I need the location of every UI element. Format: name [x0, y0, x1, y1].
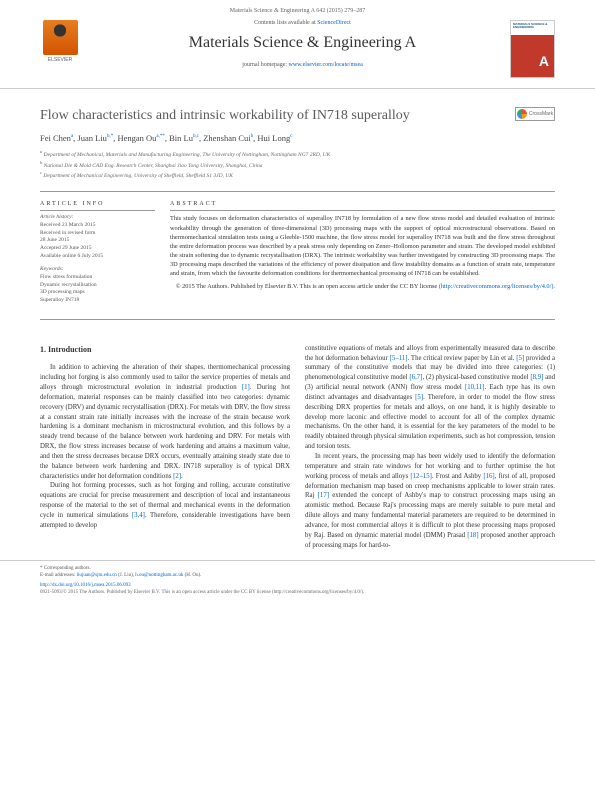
corr-label: * Corresponding authors.	[40, 565, 555, 572]
section-number: 1.	[40, 345, 46, 354]
journal-name: Materials Science & Engineering A	[95, 34, 510, 52]
body-columns: 1. Introduction In addition to achieving…	[0, 344, 595, 551]
ref-link[interactable]: [8,9]	[530, 374, 543, 381]
ref-link[interactable]: [3,4]	[132, 512, 145, 519]
ref-link[interactable]: [5]	[415, 394, 423, 401]
history-line: Accepted 29 June 2015	[40, 245, 155, 253]
keyword: Superalloy IN718	[40, 297, 155, 305]
history-block: Article history: Received 23 March 2015R…	[40, 214, 155, 260]
keyword: Flow stress formulation	[40, 274, 155, 282]
publisher-name: ELSEVIER	[48, 57, 72, 63]
ref-link[interactable]: [6,7]	[409, 374, 422, 381]
body-para: In addition to achieving the alteration …	[40, 363, 290, 481]
ref-link[interactable]: [10,11]	[465, 384, 485, 391]
column-left: 1. Introduction In addition to achieving…	[40, 344, 290, 551]
email-label: E-mail addresses:	[40, 573, 77, 578]
page-footer: * Corresponding authors. E-mail addresse…	[0, 560, 595, 606]
history-line: 28 June 2015	[40, 237, 155, 245]
crossmark-badge[interactable]: CrossMark	[515, 107, 555, 121]
contents-line: Contents lists available at ScienceDirec…	[95, 20, 510, 26]
homepage-prefix: journal homepage:	[242, 62, 288, 68]
article-info: ARTICLE INFO Article history: Received 2…	[40, 200, 155, 311]
article-title: Flow characteristics and intrinsic worka…	[40, 107, 555, 125]
affiliations: a Department of Mechanical, Materials an…	[40, 149, 555, 181]
ref-link[interactable]: [12–15]	[410, 473, 432, 480]
elsevier-logo: ELSEVIER	[40, 20, 80, 65]
email-who: (J. Liu),	[117, 573, 135, 578]
abstract-heading: ABSTRACT	[170, 200, 555, 212]
ref-link[interactable]: [16]	[483, 473, 494, 480]
keywords-title: Keywords:	[40, 266, 155, 274]
email-who: (H. Ou).	[183, 573, 201, 578]
keyword: 3D processing maps	[40, 289, 155, 297]
history-title: Article history:	[40, 214, 155, 222]
author-list: Fei Chena, Juan Liub,*, Hengan Oua,**, B…	[40, 133, 555, 143]
email-link[interactable]: h.ou@nottingham.ac.uk	[135, 573, 183, 578]
info-abstract-block: ARTICLE INFO Article history: Received 2…	[40, 191, 555, 320]
ref-link[interactable]: [1]	[242, 384, 250, 391]
section-heading: 1. Introduction	[40, 344, 290, 356]
body-para: constitutive equations of metals and all…	[305, 344, 555, 452]
copyright-line: http://dx.doi.org/10.1016/j.msea.2015.06…	[40, 583, 555, 596]
email-link[interactable]: liujuan@sjtu.edu.cn	[77, 573, 117, 578]
ref-link[interactable]: [2]	[173, 473, 181, 480]
ref-link[interactable]: [5]	[516, 355, 524, 362]
history-line: Received 23 March 2015	[40, 222, 155, 230]
history-line: Received in revised form	[40, 230, 155, 238]
column-right: constitutive equations of metals and all…	[305, 344, 555, 551]
page-meta: Materials Science & Engineering A 642 (2…	[0, 8, 595, 14]
sciencedirect-link[interactable]: ScienceDirect	[317, 20, 351, 26]
abstract: ABSTRACT This study focuses on deformati…	[170, 200, 555, 311]
elsevier-tree-icon	[43, 20, 78, 55]
license-link[interactable]: (http://creativecommons.org/licenses/by/…	[439, 283, 555, 290]
body-para: In recent years, the processing map has …	[305, 452, 555, 550]
section-title: Introduction	[48, 345, 91, 354]
copyright-text: 0921-5093/© 2015 The Authors. Published …	[40, 590, 555, 597]
journal-cover-thumb	[510, 20, 555, 78]
body-para: During hot forming processes, such as ho…	[40, 481, 290, 530]
abstract-copyright: © 2015 The Authors. Published by Elsevie…	[176, 283, 437, 290]
homepage-link[interactable]: www.elsevier.com/locate/msea	[289, 62, 363, 68]
corresponding-block: * Corresponding authors. E-mail addresse…	[40, 565, 555, 579]
homepage-line: journal homepage: www.elsevier.com/locat…	[95, 62, 510, 68]
keyword: Dynamic recrystallisation	[40, 282, 155, 290]
ref-link[interactable]: [18]	[467, 532, 478, 539]
article-front: CrossMark Flow characteristics and intri…	[0, 89, 595, 344]
header-center: Contents lists available at ScienceDirec…	[95, 20, 510, 68]
ref-link[interactable]: [17]	[318, 492, 329, 499]
contents-prefix: Contents lists available at	[254, 20, 317, 26]
keywords-block: Keywords: Flow stress formulationDynamic…	[40, 266, 155, 304]
ref-link[interactable]: [5–11]	[390, 355, 408, 362]
abstract-text: This study focuses on deformation charac…	[170, 214, 555, 278]
info-heading: ARTICLE INFO	[40, 200, 155, 211]
history-line: Available online 6 July 2015	[40, 253, 155, 261]
